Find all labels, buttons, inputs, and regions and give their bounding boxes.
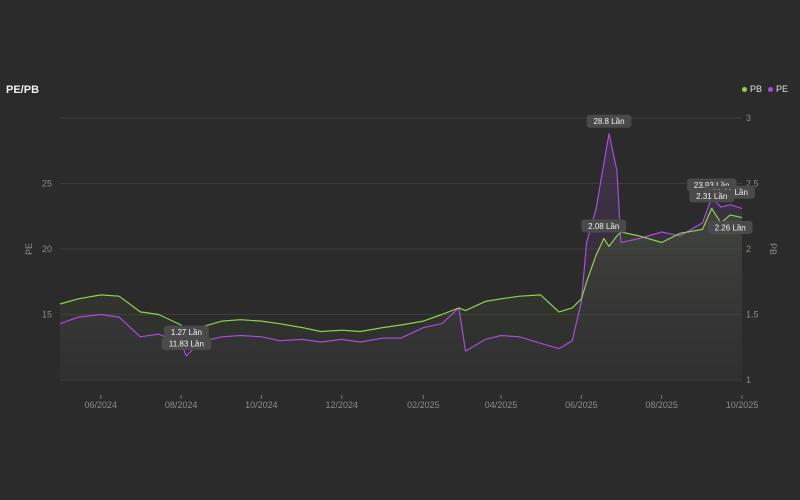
callout-label: 28.8 Lần <box>593 117 624 126</box>
value-callout: 2.31 Lần <box>689 189 735 203</box>
y-right-tick-label: 1 <box>746 375 751 385</box>
x-tick-label: 06/2024 <box>85 400 118 410</box>
legend-dot-pe-icon <box>767 86 773 92</box>
x-tick-label: 06/2025 <box>565 400 598 410</box>
callout-box <box>161 337 212 351</box>
legend-item-pe[interactable]: PE <box>767 84 788 94</box>
callout-box <box>581 219 627 233</box>
x-tick-label: 12/2024 <box>325 400 358 410</box>
y-right-tick-label: 3 <box>746 113 751 123</box>
callout-label: 23.93 Lần <box>694 181 730 190</box>
series-area-pb <box>60 208 742 380</box>
y-right-tick-label: 1.5 <box>746 310 759 320</box>
axis-labels: 15 20 25 1 1.5 2 2.5 3 06/2024 08/2024 10/2024 12/2… <box>24 113 778 410</box>
callout-label: 11.83 Lần <box>169 340 204 349</box>
x-tick-label: 08/2024 <box>165 400 198 410</box>
x-tick-label: 10/2024 <box>245 400 278 410</box>
callout-box <box>689 189 735 203</box>
legend-dot-pb-icon <box>741 86 747 92</box>
series-areas <box>60 133 742 380</box>
x-tick-label: 02/2025 <box>407 400 440 410</box>
legend-item-pb[interactable]: PB <box>741 84 762 94</box>
legend-label-pb: PB <box>749 84 762 94</box>
value-callout: 11.83 Lần <box>161 337 212 351</box>
x-tick-label: 08/2025 <box>645 400 678 410</box>
chart-legend[interactable]: PB PE <box>741 84 788 94</box>
value-callout: 2.26 Lần <box>707 220 753 234</box>
series-line-pe <box>59 133 743 357</box>
chart-title: PE/PB <box>6 84 40 96</box>
x-tick-label: 04/2025 <box>485 400 518 410</box>
y-right-axis-title: PB <box>768 243 778 255</box>
value-callout: 2.08 Lần <box>581 219 627 233</box>
legend-label-pe: PE <box>775 84 788 94</box>
value-callout: 1.27 Lần <box>163 325 209 339</box>
y-left-axis-title: PE <box>24 243 34 255</box>
callout-box <box>707 220 753 234</box>
y-left-tick-label: 25 <box>42 179 52 189</box>
y-right-tick-label: 2.5 <box>746 179 759 189</box>
callout-box <box>163 325 209 339</box>
x-tick-label: 10/2025 <box>726 400 759 410</box>
callout-label: 2.26 Lần <box>715 223 746 232</box>
callout-box <box>586 114 632 128</box>
callout-label: 1.27 Lần <box>171 328 202 337</box>
callout-label: 2.08 Lần <box>588 222 619 231</box>
y-right-tick-label: 2 <box>746 244 751 254</box>
y-left-tick-label: 15 <box>42 310 52 320</box>
value-callout: 28.8 Lần <box>586 114 632 128</box>
callout-label: 2.31 Lần <box>696 192 727 201</box>
y-left-tick-label: 20 <box>42 244 52 254</box>
